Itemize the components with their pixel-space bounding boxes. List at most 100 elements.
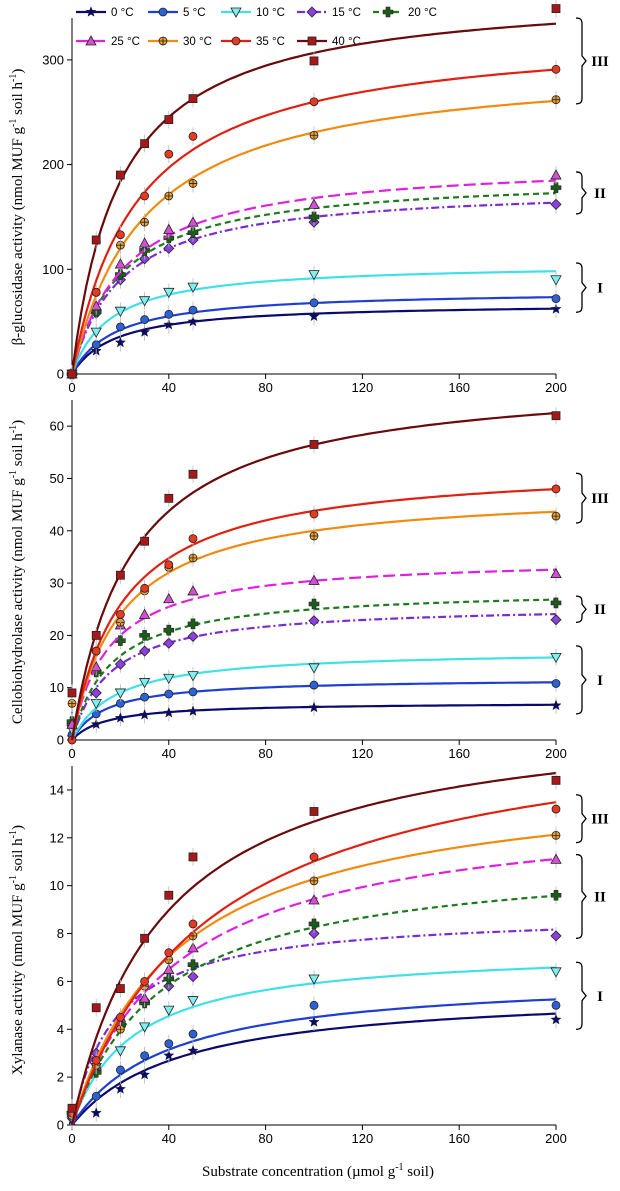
y-axis-title-exp: -1 — [8, 875, 19, 883]
data-point — [164, 948, 174, 958]
y-tick-label: 6 — [57, 974, 64, 989]
data-point-cross — [189, 553, 197, 562]
data-point — [163, 637, 175, 649]
data-point — [187, 1044, 199, 1056]
y-tick-label: 10 — [50, 878, 64, 893]
legend-label: 30 °C — [183, 36, 212, 48]
x-axis-title-main: Substrate concentration (µmol g — [202, 1164, 396, 1180]
data-point — [114, 1046, 127, 1057]
group-bracket-III: III — [575, 794, 609, 844]
y-tick-label: 0 — [57, 733, 64, 748]
series-35 — [67, 800, 561, 1126]
data-point — [140, 933, 150, 943]
data-point — [550, 169, 562, 180]
x-tick-label: 160 — [448, 380, 470, 395]
series-15 — [66, 611, 562, 741]
y-tick-label: 4 — [57, 1022, 64, 1037]
legend-label: 20 °C — [408, 7, 437, 19]
data-point — [163, 973, 175, 985]
data-point — [164, 149, 174, 159]
y-axis-title-exp2: -1 — [8, 74, 19, 82]
bracket-line — [575, 262, 587, 313]
group-label: II — [594, 889, 606, 905]
data-point — [67, 1103, 77, 1113]
data-point-cross — [552, 95, 560, 104]
x-axis-title-unit: soil) — [404, 1164, 434, 1180]
group-label: II — [594, 602, 606, 618]
data-point — [309, 97, 319, 107]
data-point-cross — [189, 179, 197, 188]
data-point — [90, 718, 102, 730]
y-axis-title-unit: soil h — [10, 838, 26, 875]
data-point — [550, 967, 562, 978]
series-5 — [67, 996, 561, 1127]
data-point — [187, 227, 199, 238]
group-bracket-III: III — [575, 17, 609, 105]
data-point — [550, 853, 562, 864]
data-point — [90, 1107, 102, 1118]
x-tick-label: 200 — [545, 1131, 567, 1146]
data-point — [187, 618, 199, 630]
data-point — [187, 996, 199, 1007]
data-point — [188, 305, 198, 315]
y-tick-label: 2 — [57, 1070, 64, 1085]
data-point — [309, 876, 319, 886]
data-point — [163, 318, 175, 330]
y-axis-title-main: β-glucosidase activity (nmol MUF g — [10, 126, 26, 345]
legend-label: 25 °C — [111, 36, 140, 48]
data-point — [550, 699, 562, 711]
x-tick-label: 80 — [258, 380, 272, 395]
x-tick-label: 80 — [258, 1131, 272, 1146]
data-point — [116, 322, 125, 332]
data-point — [308, 198, 320, 209]
data-point — [188, 94, 198, 104]
legend-marker — [382, 6, 394, 18]
data-point — [91, 340, 101, 350]
data-point — [308, 310, 320, 322]
data-point — [140, 217, 150, 227]
y-axis-title-unit: soil h — [10, 81, 26, 118]
data-point — [550, 930, 562, 942]
data-point — [187, 585, 199, 596]
data-point — [188, 852, 198, 862]
y-axis-title-close: ) — [10, 420, 26, 425]
group-label: III — [591, 54, 609, 70]
x-tick-label: 160 — [448, 1131, 470, 1146]
x-tick-label: 200 — [545, 746, 567, 761]
data-point — [163, 287, 175, 299]
data-point — [140, 692, 150, 702]
x-tick-label: 160 — [448, 746, 470, 761]
x-tick-label: 120 — [352, 1131, 374, 1146]
data-point — [188, 919, 198, 929]
data-point-cross — [552, 512, 560, 521]
data-point — [309, 1000, 319, 1010]
series-curve — [71, 998, 557, 1126]
data-point — [309, 298, 319, 308]
data-point — [308, 1016, 320, 1027]
data-point — [308, 974, 320, 985]
series-curve — [70, 568, 557, 741]
group-bracket-I: I — [575, 262, 603, 313]
series-40 — [67, 407, 561, 741]
data-point — [140, 536, 150, 546]
data-point — [308, 598, 320, 610]
series-0 — [66, 300, 562, 383]
data-point — [140, 139, 150, 149]
data-point — [138, 296, 151, 307]
group-bracket-I: I — [575, 961, 603, 1030]
data-point — [551, 831, 561, 840]
y-axis-title-exp2: -1 — [8, 425, 19, 433]
data-point — [91, 630, 101, 640]
legend-item-5: 5 °C — [148, 7, 206, 19]
data-point — [187, 282, 199, 293]
y-axis-title-exp: -1 — [8, 470, 19, 478]
legend-marker — [307, 36, 317, 46]
data-point — [90, 327, 102, 338]
bracket-line — [575, 961, 587, 1030]
legend-item-0: 0 °C — [76, 6, 134, 19]
data-point — [138, 992, 151, 1003]
